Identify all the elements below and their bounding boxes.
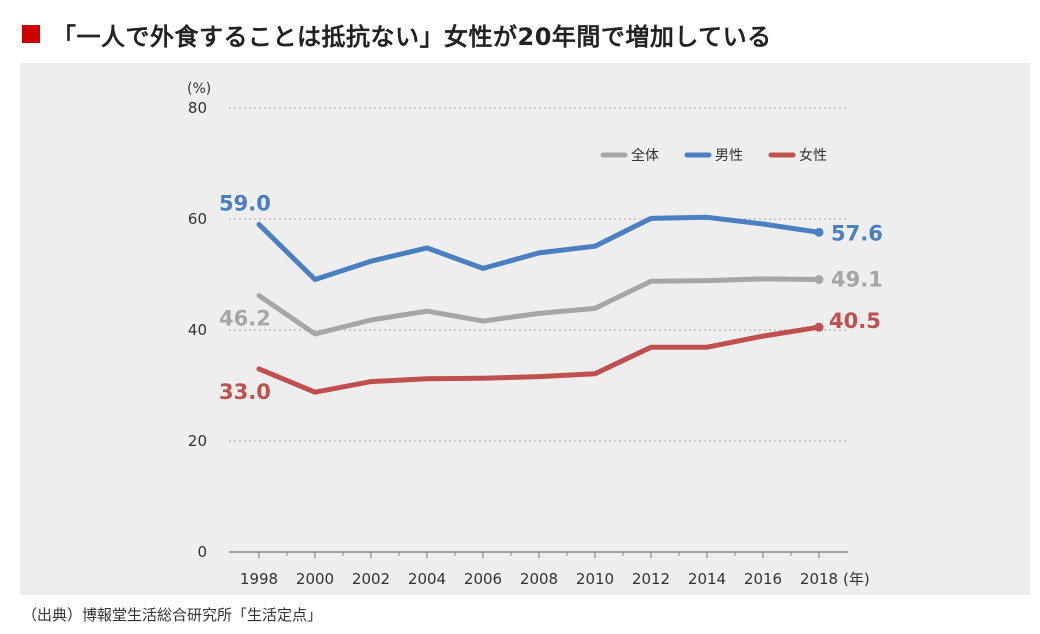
x-tick-label: 2000 [296, 570, 334, 588]
first-value-label: 59.0 [219, 192, 271, 216]
y-unit-label: (%) [187, 81, 211, 97]
x-tick-label: 2004 [408, 570, 446, 588]
line-chart: 0 20 40 60 80 (%) 1998 2000 2002 2004 2006 2008 2010… [187, 81, 883, 588]
last-value-label: 40.5 [829, 309, 881, 333]
first-value-label: 33.0 [219, 380, 271, 404]
y-tick-label: 40 [188, 321, 207, 339]
title-row: 「一人で外食することは抵抗ない」女性が20年間で増加している [22, 14, 1020, 54]
series-line [256, 276, 822, 337]
x-tick-label: 2006 [464, 570, 502, 588]
y-tick-label: 20 [188, 432, 207, 450]
legend-label: 女性 [799, 147, 827, 164]
legend-label: 男性 [715, 148, 743, 164]
series-end-point [814, 227, 824, 237]
x-tick-label: 2002 [352, 570, 390, 588]
x-tick-label: 2008 [520, 570, 558, 588]
last-value-label: 49.1 [831, 267, 883, 291]
first-value-label: 46.2 [219, 307, 271, 331]
series-line [256, 214, 822, 282]
y-tick-label: 60 [188, 210, 207, 228]
series-end-point [814, 274, 824, 284]
y-tick-label: 0 [197, 543, 207, 561]
x-tick-label: 2016 [744, 570, 782, 588]
y-tick-label: 80 [188, 99, 207, 117]
legend-label: 全体 [631, 147, 659, 164]
x-tick-label: 2010 [576, 570, 614, 588]
chart-title: 「一人で外食することは抵抗ない」女性が20年間で増加している [52, 22, 772, 51]
chart-panel: 0 20 40 60 80 (%) 1998 2000 2002 2004 2006 2008 2010… [20, 63, 1030, 595]
series-end-point [814, 322, 824, 332]
x-tick-label: 2012 [632, 570, 670, 588]
series-line [256, 324, 822, 395]
title-square-icon [22, 25, 40, 43]
last-value-label: 57.6 [831, 221, 883, 245]
x-tick-label: 1998 [240, 570, 278, 588]
source-note: （出典）博報堂生活総合研究所「生活定点」 [22, 606, 323, 624]
x-tick-label: 2018 [800, 570, 838, 588]
x-tick-label: 2014 [688, 570, 726, 588]
x-unit-label: (年) [843, 570, 870, 588]
